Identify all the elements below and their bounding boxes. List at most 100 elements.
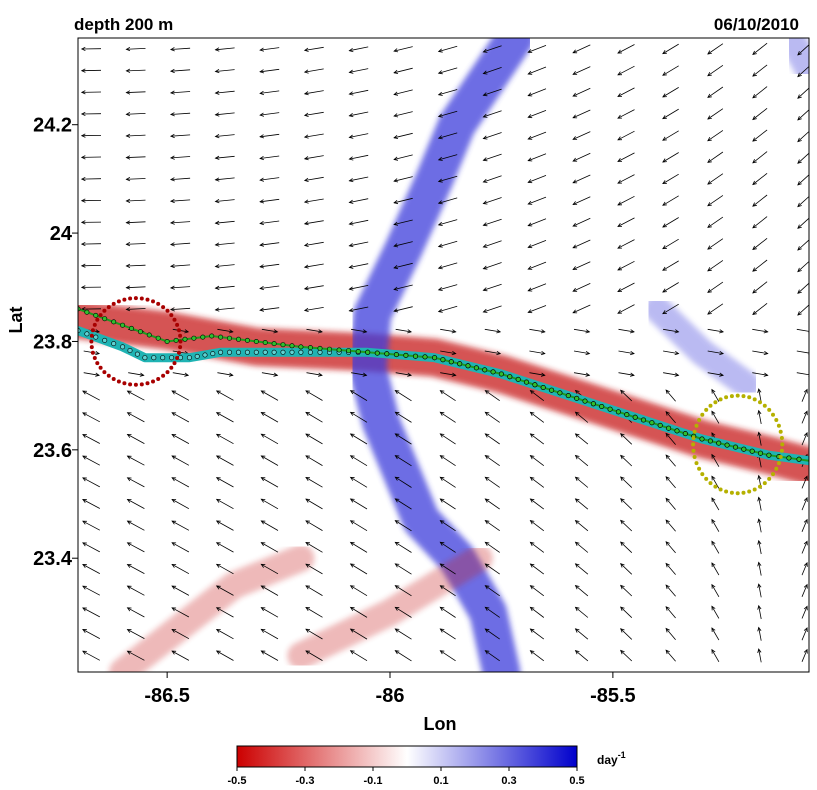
track-green-point: [650, 421, 654, 425]
track-green-point: [767, 453, 771, 457]
track-cyan-point: [152, 356, 156, 360]
circle-1-dot: [700, 472, 704, 476]
colorbar-tick-label: -0.3: [296, 775, 315, 787]
colorbar: [237, 746, 577, 767]
track-green-point: [750, 449, 754, 453]
circle-1-dot: [780, 442, 784, 446]
track-green-point: [346, 349, 350, 353]
track-green-point: [218, 335, 222, 339]
circle-0-dot: [112, 302, 116, 306]
track-green-point: [147, 333, 151, 337]
circle-1-dot: [742, 491, 746, 495]
y-tick-label: 23.6: [33, 440, 72, 462]
track-green-point: [524, 380, 528, 384]
track-green-point: [700, 437, 704, 441]
circle-1-dot: [777, 461, 781, 465]
circle-0-dot: [93, 356, 97, 360]
circle-1-dot: [709, 404, 713, 408]
circle-1-dot: [719, 488, 723, 492]
circle-0-dot: [146, 298, 150, 302]
track-cyan-point: [94, 335, 98, 339]
track-green-point: [491, 370, 495, 374]
track-cyan-point: [299, 350, 303, 354]
colorbar-tick-label: -0.1: [364, 775, 383, 787]
track-green-point: [227, 336, 231, 340]
x-axis-label: Lon: [424, 714, 457, 734]
circle-0-dot: [166, 309, 170, 313]
circle-1-dot: [692, 436, 696, 440]
x-tick-label: -86.5: [144, 685, 190, 707]
track-green-point: [708, 439, 712, 443]
circle-1-dot: [767, 477, 771, 481]
track-green-point: [675, 429, 679, 433]
track-cyan-point: [290, 350, 294, 354]
circle-0-dot: [134, 383, 138, 387]
circle-0-dot: [151, 380, 155, 384]
y-tick-label: 24.2: [33, 115, 72, 137]
track-green-point: [566, 393, 570, 397]
track-cyan-point: [112, 341, 116, 345]
track-green-point: [483, 368, 487, 372]
circle-1-dot: [730, 394, 734, 398]
track-green-point: [533, 383, 537, 387]
track-cyan-point: [203, 353, 207, 357]
track-green-point: [549, 388, 553, 392]
track-cyan-point: [135, 352, 139, 356]
circle-0-dot: [89, 340, 93, 344]
circle-1-dot: [736, 394, 740, 398]
track-green-point: [375, 351, 379, 355]
circle-0-dot: [102, 370, 106, 374]
circle-0-dot: [102, 309, 106, 313]
circle-1-dot: [693, 455, 697, 459]
track-green-point: [625, 412, 629, 416]
track-green-point: [165, 339, 169, 343]
colorbar-tick-label: 0.1: [433, 775, 448, 787]
track-green-point: [394, 352, 398, 356]
circle-1-dot: [763, 404, 767, 408]
track-green-point: [103, 317, 107, 321]
track-green-point: [85, 310, 89, 314]
track-green-point: [583, 399, 587, 403]
x-axis: -86.5 -86 -85.5: [144, 672, 635, 707]
circle-0-dot: [175, 323, 179, 327]
track-green-point: [327, 347, 331, 351]
circle-1-dot: [753, 488, 757, 492]
colorbar-tick-label: -0.5: [228, 775, 247, 787]
track-green-point: [299, 345, 303, 349]
track-green-point: [458, 362, 462, 366]
circle-0-dot: [91, 351, 95, 355]
track-green-point: [404, 353, 408, 357]
circle-0-dot: [99, 366, 103, 370]
circle-0-dot: [140, 297, 144, 301]
circle-0-dot: [134, 296, 138, 300]
circle-0-dot: [166, 370, 170, 374]
circle-1-dot: [697, 418, 701, 422]
circle-0-dot: [175, 356, 179, 360]
circle-1-dot: [695, 424, 699, 428]
circle-0-dot: [177, 351, 181, 355]
circle-1-dot: [780, 449, 784, 453]
track-green-point: [337, 348, 341, 352]
circle-0-dot: [178, 334, 182, 338]
y-tick-label: 23.4: [33, 548, 73, 570]
track-green-point: [112, 320, 116, 324]
circle-0-dot: [156, 302, 160, 306]
circle-1-dot: [695, 461, 699, 465]
track-cyan-point: [143, 356, 147, 360]
track-green-point: [192, 336, 196, 340]
track-green-point: [366, 350, 370, 354]
circle-1-dot: [704, 477, 708, 481]
track-green-point: [254, 339, 258, 343]
circle-1-dot: [771, 413, 775, 417]
circle-0-dot: [128, 297, 132, 301]
circle-0-dot: [95, 361, 99, 365]
colorbar-unit: day-1: [597, 750, 626, 767]
circle-0-dot: [156, 377, 160, 381]
track-green-point: [787, 456, 791, 460]
track-green-point: [725, 443, 729, 447]
circle-0-dot: [122, 298, 126, 302]
circle-1-dot: [747, 395, 751, 399]
track-green-point: [281, 343, 285, 347]
circle-1-dot: [753, 397, 757, 401]
track-cyan-point: [195, 354, 199, 358]
